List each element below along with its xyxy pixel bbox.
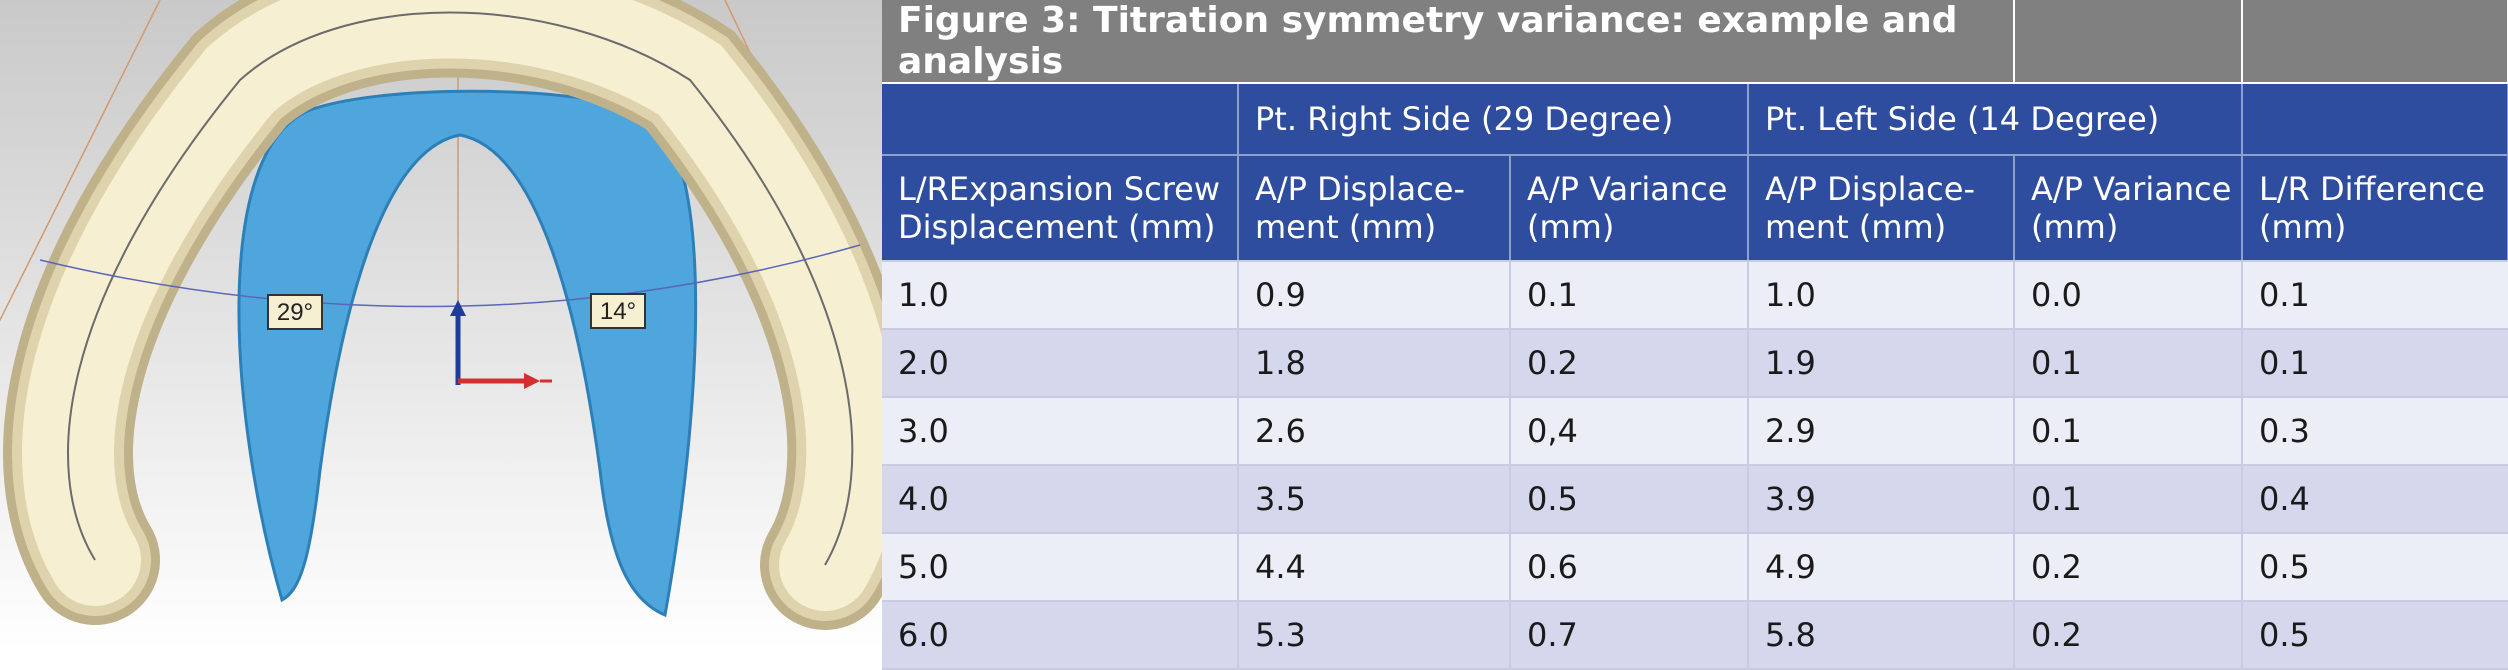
table-cell: 0.2 — [2014, 601, 2243, 670]
group-header-empty — [882, 83, 1239, 156]
table-row: 3.0 2.6 0,4 2.9 0.1 0.3 — [882, 397, 2508, 466]
column-header-line: ment (mm) — [1765, 208, 1947, 246]
table-cell: 2.0 — [882, 329, 1239, 398]
table-cell: 0.0 — [2014, 261, 2243, 330]
group-header-row: Pt. Right Side (29 Degree) Pt. Left Side… — [882, 83, 2508, 156]
table-cell: 0.5 — [2242, 601, 2508, 670]
dental-model — [237, 89, 698, 618]
splint-3d-image: 29° 14° — [0, 0, 882, 650]
column-header: A/P Displace-ment (mm) — [1238, 155, 1511, 262]
column-header: A/P Variance (mm) — [2014, 155, 2243, 262]
right-angle-label: 29° — [277, 299, 313, 326]
table-cell: 0.1 — [2242, 329, 2508, 398]
table-cell: 0.3 — [2242, 397, 2508, 466]
column-header-line: A/P Variance — [1527, 170, 1728, 208]
column-header: A/P Variance (mm) — [1510, 155, 1749, 262]
guide-line-left — [0, 0, 161, 322]
table-cell: 0.1 — [2014, 329, 2243, 398]
table-cell: 5.3 — [1238, 601, 1511, 670]
axis-x-arrow — [524, 373, 540, 389]
table-row: 1.0 0.9 0.1 1.0 0.0 0.1 — [882, 261, 2508, 330]
table-cell: 0.6 — [1510, 533, 1749, 602]
table-cell: 0.2 — [2014, 533, 2243, 602]
table-cell: 0.1 — [1510, 261, 1749, 330]
table-cell: 6.0 — [882, 601, 1239, 670]
table-row: 4.0 3.5 0.5 3.9 0.1 0.4 — [882, 465, 2508, 534]
table-cell: 0.5 — [2242, 533, 2508, 602]
group-header-left-side: Pt. Left Side (14 Degree) — [1748, 83, 2243, 156]
table-cell: 0.7 — [1510, 601, 1749, 670]
table-cell: 0.9 — [1238, 261, 1511, 330]
table-cell: 3.9 — [1748, 465, 2015, 534]
column-header-line: A/P Displace- — [1255, 170, 1465, 208]
column-header-row: L/RExpansion Screw Displacement (mm) A/P D… — [882, 155, 2508, 262]
table-cell: 4.4 — [1238, 533, 1511, 602]
group-header-empty — [2242, 83, 2508, 156]
table-cell: 0.5 — [1510, 465, 1749, 534]
table-cell: 1.9 — [1748, 329, 2015, 398]
table-cell: 5.0 — [882, 533, 1239, 602]
column-header: L/RExpansion Screw Displacement (mm) — [882, 155, 1239, 262]
left-angle-label: 14° — [600, 298, 636, 325]
table-cell: 4.9 — [1748, 533, 2015, 602]
figure-title: Figure 3: Titration symmetry variance: e… — [882, 0, 2015, 84]
table-cell: 0.4 — [2242, 465, 2508, 534]
angle-arc — [39, 244, 861, 308]
axis-z-arrow — [450, 300, 466, 316]
column-header-line: ment (mm) — [1255, 208, 1437, 246]
table-cell: 0.1 — [2014, 397, 2243, 466]
table-cell: 0,4 — [1510, 397, 1749, 466]
right-angle-label-box — [267, 294, 323, 330]
column-header-line: L/R Difference — [2259, 170, 2485, 208]
table-cell: 0.1 — [2014, 465, 2243, 534]
table-cell: 1.0 — [1748, 261, 2015, 330]
table-row: 5.0 4.4 0.6 4.9 0.2 0.5 — [882, 533, 2508, 602]
table-cell: 4.0 — [882, 465, 1239, 534]
column-header-line: A/P Variance — [2031, 170, 2232, 208]
column-header-line: (mm) — [1527, 208, 1615, 246]
titration-table: Figure 3: Titration symmetry variance: e… — [882, 0, 2508, 670]
column-header-line: (mm) — [2259, 208, 2347, 246]
table-cell: 3.0 — [882, 397, 1239, 466]
table-row: 6.0 5.3 0.7 5.8 0.2 0.5 — [882, 601, 2508, 670]
table-cell: 2.9 — [1748, 397, 2015, 466]
column-header: L/R Difference (mm) — [2242, 155, 2508, 262]
splint-centerline — [67, 11, 854, 566]
table-cell: 5.8 — [1748, 601, 2015, 670]
title-spacer-cell — [2014, 0, 2243, 84]
table-cell: 3.5 — [1238, 465, 1511, 534]
table-row: 2.0 1.8 0.2 1.9 0.1 0.1 — [882, 329, 2508, 398]
table-cell: 0.2 — [1510, 329, 1749, 398]
table-cell: 1.8 — [1238, 329, 1511, 398]
title-spacer-cell — [2242, 0, 2508, 84]
column-header-line: Displacement (mm) — [898, 208, 1216, 246]
table-cell: 2.6 — [1238, 397, 1511, 466]
column-header-line: A/P Displace- — [1765, 170, 1975, 208]
table-cell: 1.0 — [882, 261, 1239, 330]
table-cell: 0.1 — [2242, 261, 2508, 330]
left-angle-label-box — [590, 293, 646, 329]
column-header: A/P Displace-ment (mm) — [1748, 155, 2015, 262]
group-header-right-side: Pt. Right Side (29 Degree) — [1238, 83, 1749, 156]
column-header-line: L/RExpansion Screw — [898, 170, 1221, 208]
column-header-line: (mm) — [2031, 208, 2119, 246]
title-row: Figure 3: Titration symmetry variance: e… — [882, 0, 2508, 84]
